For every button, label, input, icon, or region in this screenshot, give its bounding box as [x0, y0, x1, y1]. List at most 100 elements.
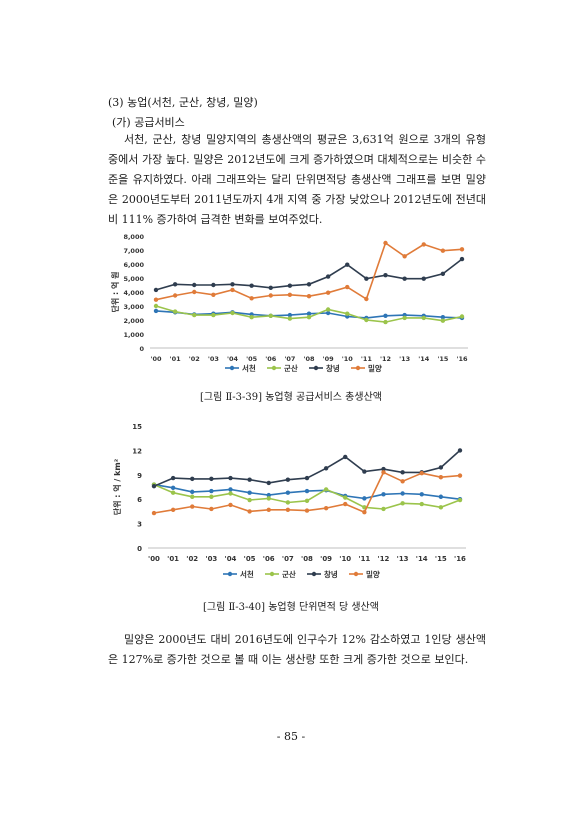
y-tick-label: 15	[132, 423, 142, 431]
data-point	[211, 292, 216, 297]
subsection-heading: (가) 공급서비스	[112, 116, 185, 129]
data-point	[230, 282, 235, 287]
data-point	[192, 282, 197, 288]
x-tick-label: '09	[323, 355, 335, 363]
data-point	[345, 284, 350, 290]
data-point	[323, 487, 329, 492]
x-tick-label: '03	[208, 355, 219, 363]
x-tick-label: '15	[435, 555, 447, 563]
data-point	[383, 273, 388, 278]
data-point	[230, 310, 235, 316]
data-point	[400, 470, 405, 475]
legend-label: 밀양	[366, 569, 380, 579]
data-point	[304, 508, 310, 513]
data-point	[247, 497, 252, 503]
data-point	[287, 316, 293, 321]
x-tick-label: '04	[227, 355, 239, 363]
y-tick-label: 9	[137, 472, 142, 480]
x-tick-label: '00	[150, 355, 162, 363]
x-tick-label: '05	[246, 355, 258, 363]
data-point	[230, 287, 235, 293]
x-tick-label: '11	[361, 355, 373, 363]
x-tick-label: '08	[301, 555, 313, 563]
data-point	[325, 310, 331, 316]
data-point	[323, 466, 329, 471]
data-point	[266, 492, 271, 498]
y-axis-label: 단위 : 억 원	[110, 272, 120, 313]
data-point	[192, 312, 197, 318]
data-point	[151, 483, 157, 489]
data-point	[306, 294, 312, 299]
data-point	[266, 480, 271, 486]
data-point	[192, 289, 197, 295]
data-point	[325, 307, 331, 312]
x-tick-label: '03	[205, 555, 217, 563]
data-point	[151, 510, 157, 516]
x-tick-label: '05	[244, 555, 256, 563]
data-point	[438, 494, 444, 499]
data-point	[190, 476, 195, 482]
page-number: - 85 -	[276, 730, 306, 743]
y-tick-label: 3,000	[123, 303, 144, 311]
data-point	[457, 448, 463, 453]
data-point	[402, 276, 407, 281]
x-tick-label: '16	[454, 555, 466, 563]
data-point	[402, 254, 407, 259]
data-point	[364, 276, 369, 281]
data-point	[268, 313, 273, 318]
legend-label: 서천	[240, 569, 254, 579]
data-point	[249, 315, 254, 320]
data-point	[153, 297, 159, 302]
x-tick-label: '16	[456, 355, 468, 363]
data-point	[285, 477, 291, 482]
y-tick-label: 6	[137, 496, 142, 504]
legend-marker	[353, 571, 359, 577]
data-point	[440, 315, 446, 320]
legend-label: 창녕	[324, 569, 338, 579]
data-point	[249, 283, 254, 288]
data-point	[266, 507, 271, 512]
x-tick-label: '12	[378, 555, 390, 563]
x-tick-label: '10	[339, 555, 351, 563]
data-point	[249, 296, 254, 301]
x-tick-label: '14	[416, 555, 428, 563]
data-point	[457, 497, 463, 503]
data-point	[153, 308, 159, 314]
data-point	[343, 495, 348, 500]
data-point	[457, 473, 463, 478]
data-point	[345, 262, 350, 267]
data-point	[190, 494, 195, 499]
data-point	[381, 506, 386, 512]
y-tick-label: 1,000	[123, 331, 144, 339]
data-point	[190, 489, 195, 495]
data-point	[306, 315, 312, 320]
legend-label: 군산	[284, 363, 298, 373]
data-point	[459, 314, 465, 319]
x-tick-label: '06	[265, 355, 277, 363]
data-point	[364, 317, 369, 323]
data-point	[247, 490, 252, 495]
data-point	[170, 475, 176, 481]
data-point	[364, 296, 369, 302]
data-point	[325, 290, 331, 295]
data-point	[209, 506, 214, 512]
legend-marker	[311, 571, 317, 577]
legend-marker	[271, 365, 277, 371]
data-point	[268, 285, 273, 290]
x-tick-label: '09	[320, 555, 332, 563]
data-point	[211, 282, 216, 288]
data-point	[172, 282, 178, 287]
data-point	[421, 315, 426, 321]
figure-caption-2: [그림 Ⅱ-3-40] 농업형 단위면적 당 생산액	[203, 602, 379, 613]
data-point	[228, 487, 233, 492]
body-paragraph-1: 서천, 군산, 창녕 밀양지역의 총생산액의 평균은 3,631억 원으로 3개…	[108, 133, 486, 226]
data-point	[383, 240, 388, 246]
data-point	[306, 282, 312, 287]
data-point	[343, 501, 348, 507]
legend-label: 서천	[242, 363, 256, 373]
data-point	[209, 488, 214, 494]
y-tick-label: 6,000	[123, 261, 144, 269]
y-tick-label: 4,000	[123, 289, 144, 297]
figure-caption-1: [그림 Ⅱ-3-39] 농업형 공급서비스 총생산액	[200, 392, 382, 403]
data-point	[285, 490, 291, 495]
